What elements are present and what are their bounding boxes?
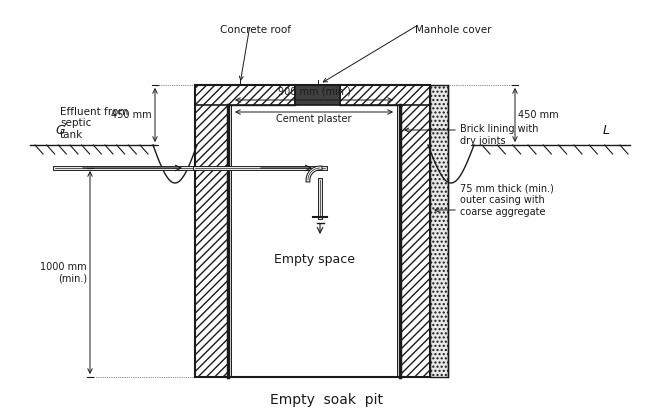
- Text: Concrete roof: Concrete roof: [219, 25, 291, 35]
- Bar: [340, 85, 430, 105]
- Text: Effluent from
septic
tank: Effluent from septic tank: [60, 107, 129, 140]
- Bar: [430, 85, 448, 377]
- Bar: [400, 85, 430, 377]
- Text: 1000 mm
(min.): 1000 mm (min.): [40, 262, 87, 283]
- Bar: [195, 85, 295, 105]
- Text: 75 mm thick (min.)
outer casing with
coarse aggregate: 75 mm thick (min.) outer casing with coa…: [460, 183, 554, 217]
- Text: Brick lining with
dry joints: Brick lining with dry joints: [460, 124, 539, 146]
- Text: Empty space: Empty space: [274, 254, 355, 266]
- Text: L: L: [603, 124, 610, 137]
- Bar: [295, 85, 340, 105]
- Text: G: G: [55, 124, 65, 137]
- Bar: [195, 85, 228, 377]
- Text: Manhole cover: Manhole cover: [415, 25, 492, 35]
- Text: Cement plaster: Cement plaster: [276, 114, 352, 124]
- Text: 450 mm: 450 mm: [112, 110, 152, 120]
- Text: Empty  soak  pit: Empty soak pit: [270, 393, 383, 407]
- Text: 450 mm: 450 mm: [518, 110, 558, 120]
- Text: 900 mm (min ): 900 mm (min ): [278, 86, 351, 96]
